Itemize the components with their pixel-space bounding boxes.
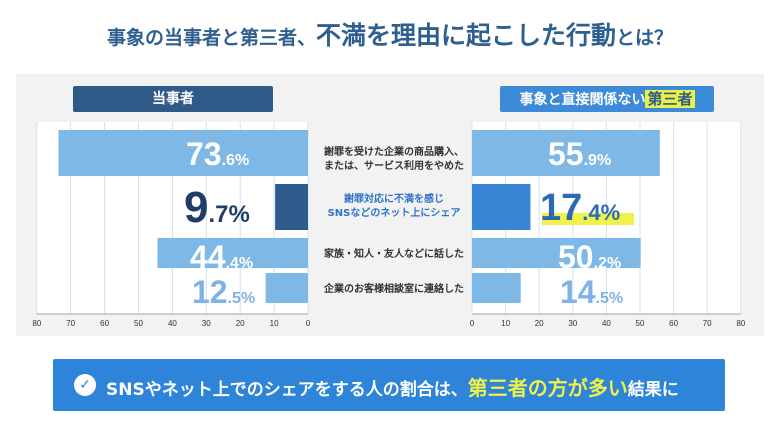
- tick-label-left: 30: [201, 319, 211, 328]
- tick-label-left: 10: [269, 319, 279, 328]
- tick-label-right: 60: [669, 319, 679, 328]
- tick-label-left: 20: [235, 319, 245, 328]
- bar-right-3: [472, 238, 641, 268]
- value-label-right-4: 14.5%: [560, 274, 624, 310]
- tick-label-right: 70: [702, 319, 712, 328]
- title-part1: 事象の当事者と第三者、: [106, 27, 316, 49]
- bar-left-1: [58, 130, 308, 176]
- category-label-2: 謝罪対応に不満を感じ SNSなどのネット上にシェア: [327, 194, 461, 219]
- value-label-left-2: 9.7%: [184, 183, 250, 232]
- banner-text-end: 結果に: [627, 380, 679, 400]
- bar-left-2: [275, 184, 308, 230]
- value-highlight-marker: [542, 213, 634, 225]
- value-label-left-3: 44.4%: [190, 239, 254, 275]
- header-right-highlight: 第三者: [645, 90, 695, 108]
- check-circle-icon: ✓: [74, 374, 96, 396]
- header-right: 事象と直接関係ない 第三者: [500, 86, 714, 112]
- title-part2: 不満を理由に起こした行動: [315, 21, 616, 50]
- tick-label-right: 40: [601, 319, 611, 328]
- bar-left-4: [265, 273, 308, 303]
- tick-label-left: 40: [167, 319, 177, 328]
- bar-right-1: [472, 130, 660, 176]
- tick-label-right: 30: [568, 319, 578, 328]
- category-label-4: 企業のお客様相談室に連絡した: [324, 284, 464, 295]
- tick-label-left: 70: [66, 319, 76, 328]
- bar-left-3: [157, 238, 308, 268]
- tick-label-right: 80: [736, 319, 746, 328]
- header-left: 当事者: [73, 86, 273, 112]
- value-label-right-2: 17.4%: [540, 187, 621, 229]
- tick-label-left: 60: [100, 319, 110, 328]
- banner-text: SNSやネット上でのシェアをする人の割合は、第三者の方が多い結果に: [106, 372, 679, 401]
- tick-label-left: 80: [32, 319, 42, 328]
- value-label-left-1: 73.6%: [186, 136, 250, 172]
- chart-title: 事象の当事者と第三者、不満を理由に起こした行動とは？: [0, 16, 780, 52]
- tick-label-right: 20: [534, 319, 544, 328]
- value-label-right-3: 50.2%: [558, 239, 622, 275]
- value-label-right-1: 55.9%: [548, 136, 612, 172]
- value-label-left-4: 12.5%: [192, 274, 256, 310]
- category-label-1: 謝罪を受けた企業の商品購入、 または、サービス利用をやめた: [324, 147, 464, 172]
- banner-text-highlight: 第三者の方が多い: [467, 376, 628, 400]
- header-right-prefix: 事象と直接関係ない: [519, 92, 646, 108]
- title-part3: とは？: [616, 27, 674, 49]
- banner-text-start: SNSやネット上でのシェアをする人の割合は、: [106, 380, 468, 400]
- conclusion-banner: [53, 359, 725, 411]
- tick-label-right: 0: [469, 319, 475, 328]
- tick-label-left: 50: [134, 319, 143, 328]
- tick-label-right: 50: [635, 319, 645, 328]
- bar-right-2: [472, 184, 531, 230]
- category-label-3: 家族・知人・友人などに話した: [324, 249, 464, 260]
- bar-right-4: [472, 273, 521, 303]
- tick-label-right: 10: [501, 319, 511, 328]
- tick-label-left: 0: [305, 319, 311, 328]
